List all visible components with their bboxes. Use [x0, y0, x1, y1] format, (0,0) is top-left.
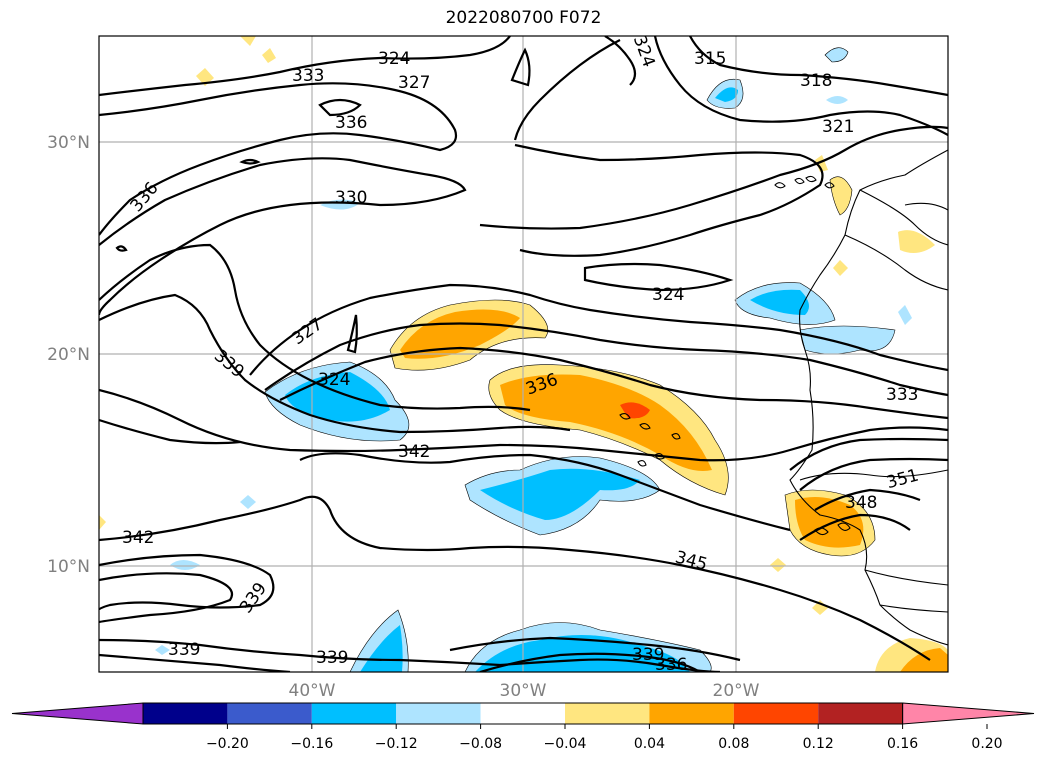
colorbar-tick-label: 0.16: [887, 736, 918, 752]
contour-label: 342: [122, 528, 154, 548]
contour-label: 333: [292, 66, 324, 86]
colorbar-segment: [480, 703, 565, 724]
lat-label-10n: 10°N: [47, 557, 90, 577]
contour-label: 336: [335, 113, 367, 133]
colorbar-tick-label: −0.16: [290, 736, 333, 752]
colorbar-tick-label: 0.04: [634, 736, 665, 752]
colorbar-extend-low: [11, 702, 144, 725]
colorbar-tick-label: 0.12: [803, 736, 834, 752]
colorbar-segment: [565, 703, 650, 724]
latitude-labels: 30°N 20°N 10°N: [47, 133, 90, 577]
contour-label-layer: 324 333 327 336 315 318 321 336 330 324 …: [122, 36, 921, 675]
map-title: 2022080700 F072: [445, 8, 602, 28]
colorbar-tick-label: −0.08: [459, 736, 502, 752]
contour-label: 336: [655, 655, 687, 675]
colorbar-extend-high: [902, 702, 1035, 725]
contour-label: 342: [398, 442, 430, 462]
lat-label-30n: 30°N: [47, 133, 90, 153]
colorbar-segment: [733, 703, 819, 724]
contour-label: 333: [886, 385, 918, 405]
colorbar-tick-label: −0.12: [375, 736, 418, 752]
shaded-field-orange: [99, 36, 948, 672]
coastlines: [619, 149, 948, 646]
colorbar-segment: [649, 703, 734, 724]
contour-label: 348: [845, 493, 877, 513]
colorbar: −0.20 −0.16 −0.12 −0.08 −0.04 0.04 0.08 0.12 0.1…: [11, 702, 1035, 752]
colorbar-segment: [143, 703, 228, 724]
map-border: [98, 35, 949, 673]
contour-label: 327: [398, 73, 430, 93]
contour-lines: [99, 36, 948, 672]
contour-label: 321: [822, 117, 854, 137]
contour-label: 324: [318, 370, 350, 390]
contour-label: 315: [694, 49, 726, 69]
contour-label: 318: [800, 71, 832, 91]
colorbar-segment: [818, 703, 903, 724]
contour-label: 324: [378, 49, 410, 69]
colorbar-outline: [142, 702, 904, 725]
colorbar-segment: [396, 703, 481, 724]
contour-label: 339: [316, 648, 348, 668]
colorbar-segment: [227, 703, 312, 724]
contour-label: 339: [632, 645, 664, 665]
colorbar-segment: [311, 703, 397, 724]
lat-label-20n: 20°N: [47, 345, 90, 365]
contour-label: 339: [168, 640, 200, 660]
lon-label-20w: 20°W: [713, 681, 760, 701]
colorbar-tick-label: 0.20: [971, 736, 1002, 752]
colorbar-tick-label: 0.08: [718, 736, 749, 752]
contour-label: 330: [335, 188, 367, 208]
colorbar-tick-label: −0.04: [544, 736, 587, 752]
contour-label: 324: [652, 285, 684, 305]
map-area: 324 333 327 336 315 318 321 336 330 324 …: [99, 36, 948, 675]
lon-label-30w: 30°W: [500, 681, 547, 701]
colorbar-tick-label: −0.20: [206, 736, 249, 752]
lon-label-40w: 40°W: [289, 681, 336, 701]
longitude-labels: 40°W 30°W 20°W: [289, 681, 760, 701]
